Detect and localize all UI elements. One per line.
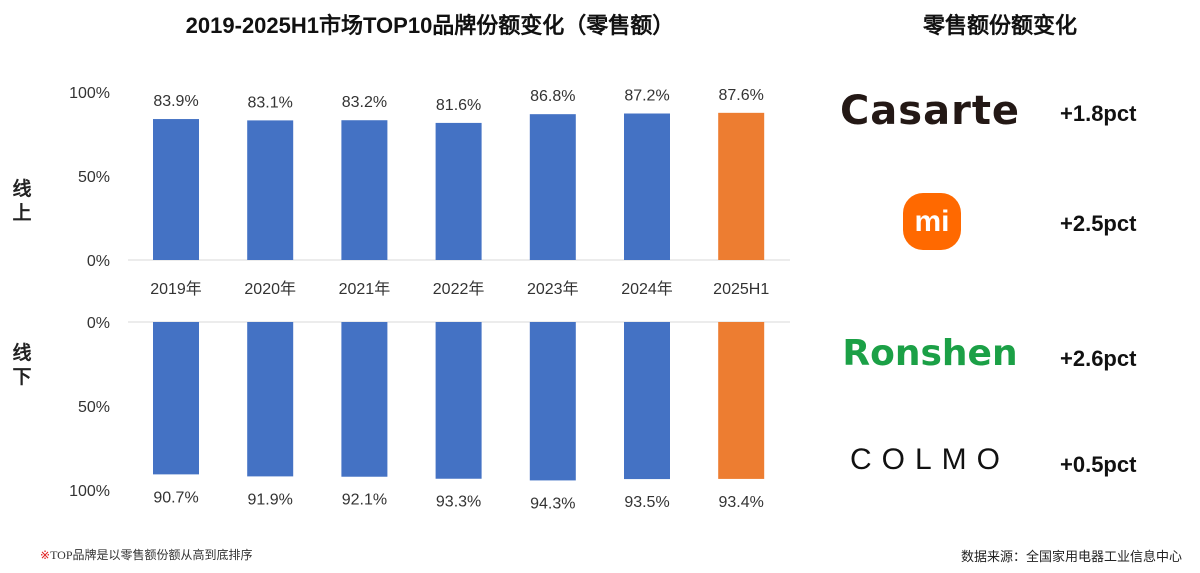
- data-label-offline: 90.7%: [153, 489, 198, 506]
- bar-offline: [247, 322, 294, 477]
- bar-online: [435, 122, 482, 260]
- x-tick-label: 2024年: [621, 280, 673, 298]
- offline-label: 线 下: [10, 342, 34, 390]
- bar-chart: 0% 0% 50% 50% 100% 100% 83.9% 90.7% 2019年 83.1% 91…: [69, 85, 790, 512]
- data-label-offline: 94.3%: [530, 495, 575, 512]
- online-label-char: 线: [12, 179, 32, 200]
- y-tick-offline: 50%: [78, 399, 110, 416]
- casarte-change: +1.8pct: [1060, 101, 1137, 126]
- bar-online: [247, 120, 294, 260]
- bar-offline: [435, 322, 482, 479]
- ronshen-logo: Ronshen: [842, 333, 1018, 374]
- offline-label-char: 线: [12, 343, 32, 364]
- colmo-logo: COLMO: [849, 443, 1010, 476]
- brand-casarte: Casarte: [830, 88, 1030, 134]
- footnote-mark: ※: [40, 548, 51, 562]
- x-tick-label: 2025H1: [713, 281, 769, 298]
- colmo-change: +0.5pct: [1060, 452, 1137, 477]
- data-label-online: 81.6%: [436, 97, 481, 114]
- brand-colmo: COLMO: [830, 443, 1030, 477]
- bar-online: [529, 114, 576, 261]
- online-label: 线 上: [10, 178, 34, 226]
- bar-online: [153, 119, 199, 260]
- brand-ronshen: Ronshen: [830, 333, 1030, 374]
- data-source: 数据来源：全国家用电器工业信息中心: [960, 549, 1182, 564]
- data-label-online: 87.2%: [624, 88, 669, 105]
- casarte-logo: Casarte: [839, 88, 1021, 134]
- footnote: ※TOP品牌是以零售额份额从高到底排序: [40, 546, 253, 563]
- data-label-offline: 93.3%: [436, 494, 481, 511]
- y-tick-online: 50%: [78, 169, 110, 186]
- offline-label-char: 下: [12, 367, 32, 388]
- x-tick-label: 2023年: [527, 280, 579, 298]
- bar-offline: [529, 322, 576, 481]
- data-label-offline: 91.9%: [248, 491, 293, 508]
- bar-offline: [718, 322, 765, 479]
- ronshen-change: +2.6pct: [1060, 346, 1137, 371]
- online-label-char: 上: [12, 203, 32, 224]
- x-tick-label: 2019年: [150, 280, 202, 298]
- right-title: 零售额份额变化: [922, 13, 1077, 38]
- bar-online: [341, 120, 388, 260]
- xiaomi-logo-text: mi: [914, 205, 950, 238]
- footnote-text: TOP品牌是以零售额份额从高到底排序: [50, 548, 253, 562]
- data-label-online: 83.2%: [342, 94, 387, 111]
- data-label-offline: 93.5%: [624, 494, 669, 511]
- x-tick-label: 2021年: [339, 280, 391, 298]
- bar-online: [718, 112, 765, 260]
- x-tick-label: 2022年: [433, 280, 485, 298]
- xiaomi-change: +2.5pct: [1060, 211, 1137, 236]
- y-tick-offline: 0%: [87, 315, 110, 332]
- y-tick-online: 0%: [87, 253, 110, 270]
- chart-title: 2019-2025H1市场TOP10品牌份额变化（零售额）: [185, 13, 675, 38]
- bar-offline: [153, 322, 199, 475]
- data-label-online: 87.6%: [719, 87, 764, 104]
- bar-offline: [624, 322, 670, 480]
- xiaomi-logo: mi: [903, 193, 961, 250]
- data-label-offline: 92.1%: [342, 492, 387, 509]
- bar-online: [624, 113, 670, 260]
- data-label-online: 83.1%: [248, 94, 293, 111]
- y-tick-online: 100%: [69, 85, 110, 102]
- y-tick-offline: 100%: [69, 483, 110, 500]
- data-label-online: 86.8%: [530, 88, 575, 105]
- data-label-online: 83.9%: [153, 93, 198, 110]
- x-tick-label: 2020年: [244, 280, 296, 298]
- data-label-offline: 93.4%: [719, 494, 764, 511]
- bar-offline: [341, 322, 388, 477]
